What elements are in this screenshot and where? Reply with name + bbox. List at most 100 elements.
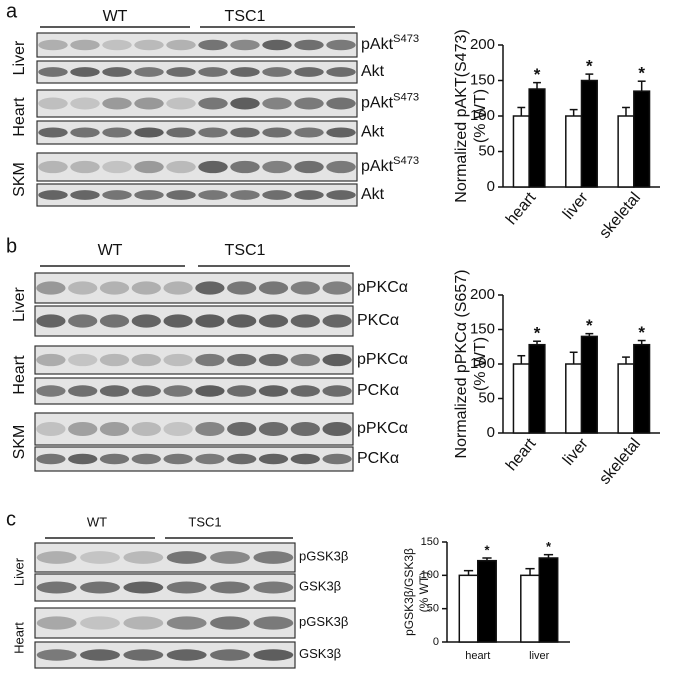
blot-band — [230, 39, 260, 51]
blot-band — [227, 385, 257, 397]
band-label-text: pPKCα — [357, 420, 408, 437]
blot-band — [198, 127, 228, 138]
blot-band — [166, 127, 196, 138]
y-axis-label: (% WT) — [472, 89, 489, 143]
band-label: pAktS473 — [361, 155, 419, 175]
blot-band — [123, 551, 164, 564]
band-label-text: Akt — [361, 63, 385, 80]
band-label-text: pAkt — [361, 36, 394, 53]
blot-band — [102, 127, 132, 138]
bar — [633, 90, 651, 188]
blot-band — [80, 649, 120, 661]
bar — [617, 363, 635, 434]
blot-band — [198, 190, 228, 200]
blot-band — [134, 190, 164, 200]
band-label-text: GSK3β — [299, 579, 341, 594]
blot-band — [294, 39, 324, 51]
y-axis-label: pGSK3β/GSK3β — [402, 548, 416, 636]
blot-band — [38, 39, 68, 51]
y-tick-label: 100 — [470, 355, 495, 372]
band-label-text: pGSK3β — [299, 549, 348, 564]
blot-band — [210, 649, 250, 661]
blot-band — [134, 39, 164, 51]
band-label: pPKCα — [357, 420, 408, 437]
tissue-label: Liver — [11, 286, 28, 321]
blot-band — [36, 314, 66, 328]
band-label: pGSK3β — [299, 614, 348, 629]
x-tick-label: heart — [503, 189, 540, 228]
bar — [528, 88, 546, 188]
blot-band — [322, 281, 352, 295]
blot-band — [290, 453, 320, 465]
y-tick-label: 100 — [470, 107, 495, 124]
y-tick-label: 150 — [470, 71, 495, 88]
blot-band — [258, 421, 289, 437]
blot-band — [322, 353, 352, 367]
blot-band — [123, 649, 164, 661]
blot-strip — [34, 573, 296, 602]
tissue-label: SKM — [11, 425, 28, 460]
blot-band — [230, 97, 260, 110]
band-label-text: pPKCα — [357, 279, 408, 296]
significance-mark: * — [484, 542, 490, 557]
blot-band — [290, 421, 320, 437]
blot-band — [195, 281, 225, 295]
blot-band — [258, 281, 289, 295]
bar — [580, 335, 598, 434]
blot-band — [123, 581, 164, 594]
band-label-text: PCKα — [357, 450, 399, 467]
blot-band — [80, 581, 120, 594]
blot-band — [230, 190, 260, 200]
blot-band — [99, 421, 130, 437]
band-label: PKCα — [357, 312, 399, 329]
bar — [633, 343, 651, 434]
band-label: Akt — [361, 186, 385, 203]
y-tick-label: 200 — [470, 36, 495, 53]
tissue-label: Liver — [11, 557, 26, 586]
blot-band — [134, 160, 164, 174]
blot-strip — [36, 60, 358, 84]
band-label-text: pAkt — [361, 158, 394, 175]
blot-band — [198, 160, 228, 174]
band-label: pGSK3β — [299, 549, 348, 564]
blot-band — [38, 127, 68, 138]
panel-letter: c — [6, 508, 16, 530]
blot-band — [227, 353, 257, 367]
blot-band — [70, 127, 100, 138]
blot-band — [131, 453, 161, 465]
y-tick-label: 0 — [487, 178, 495, 195]
blot-band — [36, 581, 77, 594]
blot-band — [195, 453, 225, 465]
blot-band — [36, 421, 66, 437]
blot-band — [102, 67, 132, 77]
bar — [565, 115, 583, 188]
blot-band — [36, 616, 77, 630]
band-label-sup: S473 — [393, 155, 419, 167]
blot-band — [36, 281, 66, 295]
y-tick-label: 50 — [478, 142, 495, 159]
band-label: pAktS473 — [361, 91, 419, 111]
blot-band — [70, 160, 100, 174]
blot-band — [294, 97, 324, 110]
blot-band — [134, 127, 164, 138]
tissue-label: SKM — [11, 162, 28, 197]
blot-band — [36, 353, 66, 367]
blot-band — [210, 551, 250, 564]
blot-band — [131, 314, 161, 328]
blot-band — [102, 190, 132, 200]
blot-band — [70, 97, 100, 110]
blot-band — [38, 97, 68, 110]
band-label-sup: S473 — [393, 33, 419, 45]
blot-band — [262, 127, 292, 138]
blot-band — [68, 314, 98, 328]
significance-mark: * — [534, 324, 541, 343]
tissue-label: Liver — [11, 40, 28, 75]
blot-band — [131, 353, 161, 367]
blot-band — [36, 385, 66, 397]
blot-band — [99, 453, 130, 465]
blot-band — [80, 616, 120, 630]
band-label-text: Akt — [361, 186, 385, 203]
band-label-text: Akt — [361, 124, 385, 141]
blot-band — [131, 421, 161, 437]
y-tick-label: 200 — [470, 286, 495, 303]
